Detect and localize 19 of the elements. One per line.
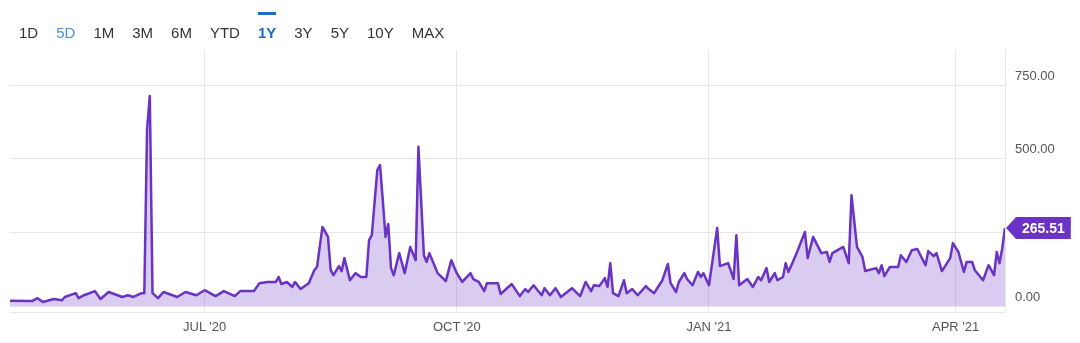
text: 3M <box>132 24 154 41</box>
text: 3Y <box>294 24 313 41</box>
x-tick-label: OCT '20 <box>432 319 481 335</box>
text: YTD <box>209 24 240 41</box>
text: MAX <box>411 24 445 41</box>
text: 10Y <box>366 24 394 41</box>
text: 6M <box>171 24 192 41</box>
y-tick-label: 0.00 <box>1015 288 1041 304</box>
x-tick-label: JUL '20 <box>183 319 227 335</box>
text: 1Y <box>257 24 277 41</box>
text: 1M <box>93 24 115 41</box>
x-tick-label: JAN '21 <box>686 319 732 335</box>
text: 5Y <box>330 24 349 41</box>
text: 5D <box>56 24 76 41</box>
y-tick-label: 750.00 <box>1015 67 1055 83</box>
x-tick-label: APR '21 <box>932 319 980 335</box>
y-tick-label: 500.00 <box>1015 141 1055 157</box>
annotation: 265.51 <box>1022 219 1066 236</box>
text: 1D <box>19 24 39 41</box>
